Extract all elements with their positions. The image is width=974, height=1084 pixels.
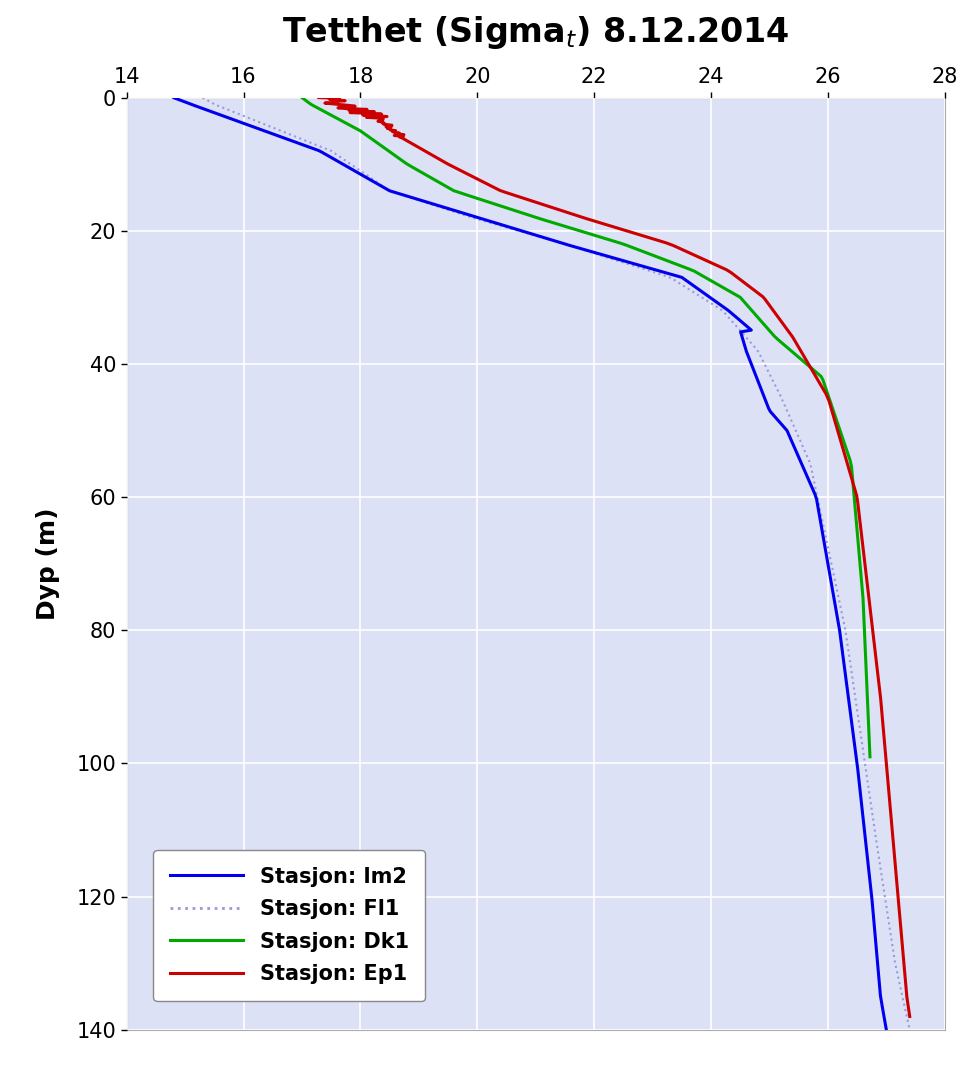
- Y-axis label: Dyp (m): Dyp (m): [36, 507, 59, 620]
- Title: Tetthet (Sigma$_t$) 8.12.2014: Tetthet (Sigma$_t$) 8.12.2014: [282, 14, 789, 51]
- Legend: Stasjon: lm2, Stasjon: Fl1, Stasjon: Dk1, Stasjon: Ep1: Stasjon: lm2, Stasjon: Fl1, Stasjon: Dk1…: [153, 850, 426, 1001]
